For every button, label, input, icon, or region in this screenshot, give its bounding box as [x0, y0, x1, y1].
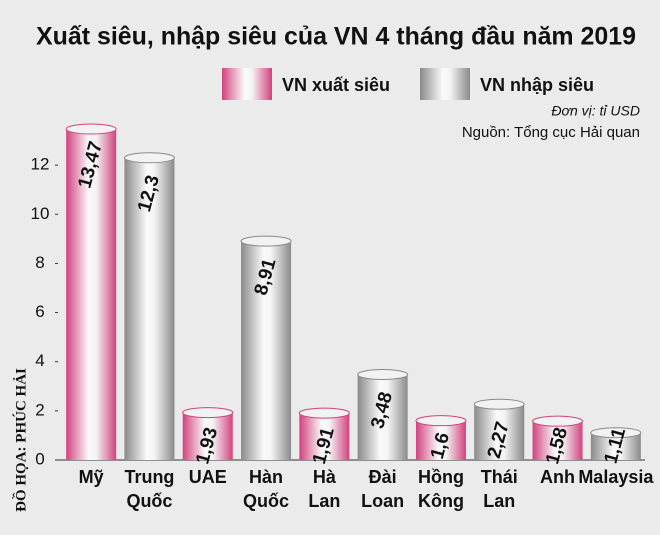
chart-title: Xuất siêu, nhập siêu của VN 4 tháng đầu … — [36, 23, 636, 51]
x-tick-label: Trung Quốc — [124, 467, 174, 511]
bar — [532, 421, 583, 460]
bar — [415, 420, 466, 460]
bar-cap — [240, 235, 292, 247]
bar-cap — [123, 152, 175, 164]
y-tick-label: 0 — [35, 449, 44, 468]
x-tick-label: Thái Lan — [481, 467, 518, 511]
x-tick-label: Hàn Quốc — [243, 467, 289, 511]
x-tick-label: Anh — [540, 467, 575, 487]
bar-cap — [590, 427, 642, 439]
source-note: Nguồn: Tổng cục Hải quan — [462, 124, 640, 141]
bar — [299, 413, 350, 460]
bar-cap — [415, 415, 467, 427]
x-tick-label: UAE — [189, 467, 227, 487]
x-tick-label: Hà Lan — [308, 467, 340, 511]
legend-swatch — [222, 68, 272, 100]
unit-note: Đơn vị: tỉ USD — [551, 103, 640, 119]
y-tick-label: 4 — [35, 351, 44, 370]
legend-swatch — [420, 68, 470, 100]
bar — [66, 129, 117, 460]
y-tick-label: 12 — [31, 155, 50, 174]
x-tick-label: Mỹ — [79, 467, 104, 487]
x-tick-label: Malaysia — [578, 467, 654, 487]
credit: ĐỒ HỌA: PHÚC HẢI — [11, 368, 29, 512]
bar — [124, 157, 175, 460]
bar — [357, 374, 408, 460]
y-tick-label: 2 — [35, 400, 44, 419]
legend-label: VN xuất siêu — [282, 75, 390, 95]
y-tick-label: 10 — [31, 204, 50, 223]
bar — [182, 412, 233, 460]
x-tick-label: Đài Loan — [361, 467, 404, 511]
bar-cap — [298, 407, 350, 419]
x-tick-label: Hồng Kông — [418, 467, 464, 511]
bar-cap — [357, 368, 409, 380]
bar-cap — [473, 398, 525, 410]
bar-cap — [532, 415, 584, 427]
legend-label: VN nhập siêu — [480, 75, 594, 95]
bar — [474, 404, 525, 460]
bar-cap — [65, 123, 117, 135]
bar — [241, 241, 292, 460]
y-tick-label: 6 — [35, 302, 44, 321]
bar-cap — [182, 407, 234, 419]
y-tick-label: 8 — [35, 253, 44, 272]
